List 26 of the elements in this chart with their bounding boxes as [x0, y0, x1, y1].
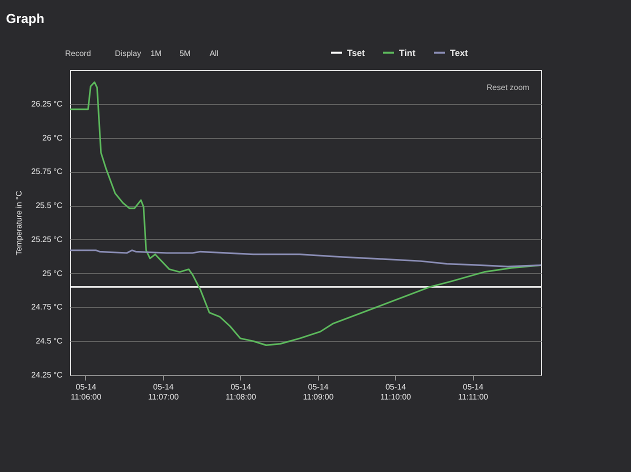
y-tick-label: 25.25 °C	[31, 234, 63, 244]
y-tick-label: 25.5 °C	[36, 201, 63, 210]
annotation: Reset zoom	[486, 83, 530, 92]
y-tick-label: 24.75 °C	[31, 302, 63, 312]
text: Record	[65, 49, 91, 58]
legend-label: Text	[450, 48, 468, 58]
y-tick-label: 24.5 °C	[36, 336, 63, 346]
x-tick-label: 05-14 11:09:00	[302, 382, 334, 402]
y-tick-label: 24.25 °C	[31, 370, 63, 380]
y-tick-label: 26.25 °C	[31, 99, 63, 108]
x-tick-label: 05-14 11:06:00	[70, 382, 102, 402]
text: 1M	[150, 49, 162, 58]
text: Display	[114, 49, 142, 58]
x-tick-label: 05-14 11:08:00	[226, 382, 257, 402]
text: All	[210, 49, 219, 58]
y-axis-title: Temperature in °C	[14, 190, 24, 256]
legend-label: Tset	[347, 48, 365, 58]
chart-title: Graph	[6, 11, 44, 26]
y-tick-label: 26 °C	[42, 133, 63, 142]
y-tick-label: 25 °C	[42, 268, 63, 278]
y-tick-label: 25.75 °C	[31, 167, 63, 176]
legend-label: Tint	[399, 48, 416, 58]
text: 5M	[179, 49, 191, 58]
x-tick-label: 05-14 11:10:00	[380, 382, 412, 402]
x-tick-label: 05-14 11:11:00	[458, 382, 489, 402]
x-tick-label: 05-14 11:07:00	[148, 382, 180, 402]
